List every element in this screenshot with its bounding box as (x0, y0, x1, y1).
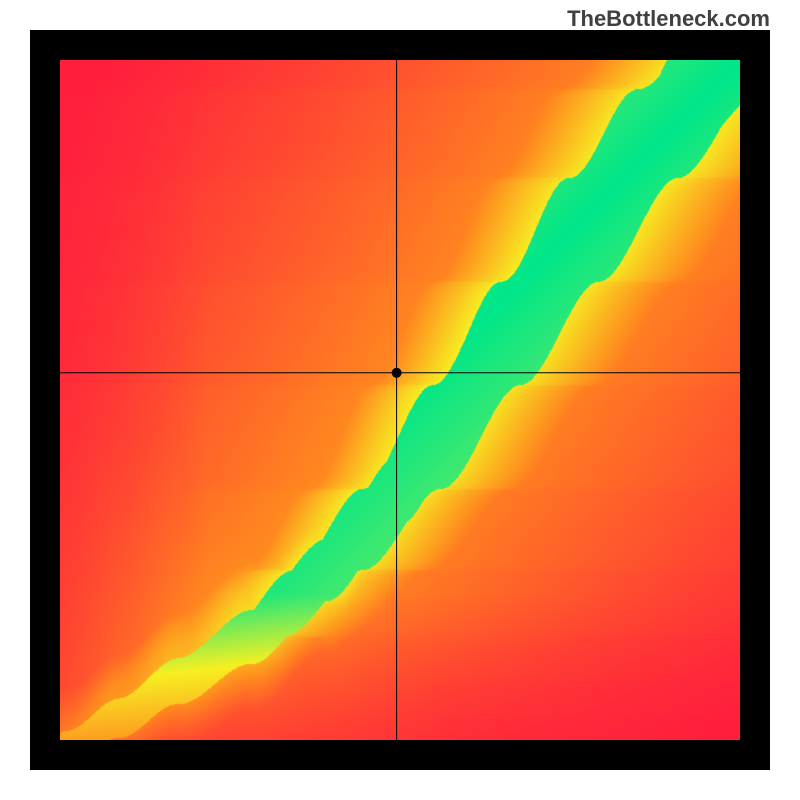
chart-container: { "watermark": "TheBottleneck.com", "cha… (0, 0, 800, 800)
heatmap-canvas (30, 30, 770, 770)
heatmap-plot (30, 30, 770, 770)
watermark-text: TheBottleneck.com (567, 6, 770, 32)
